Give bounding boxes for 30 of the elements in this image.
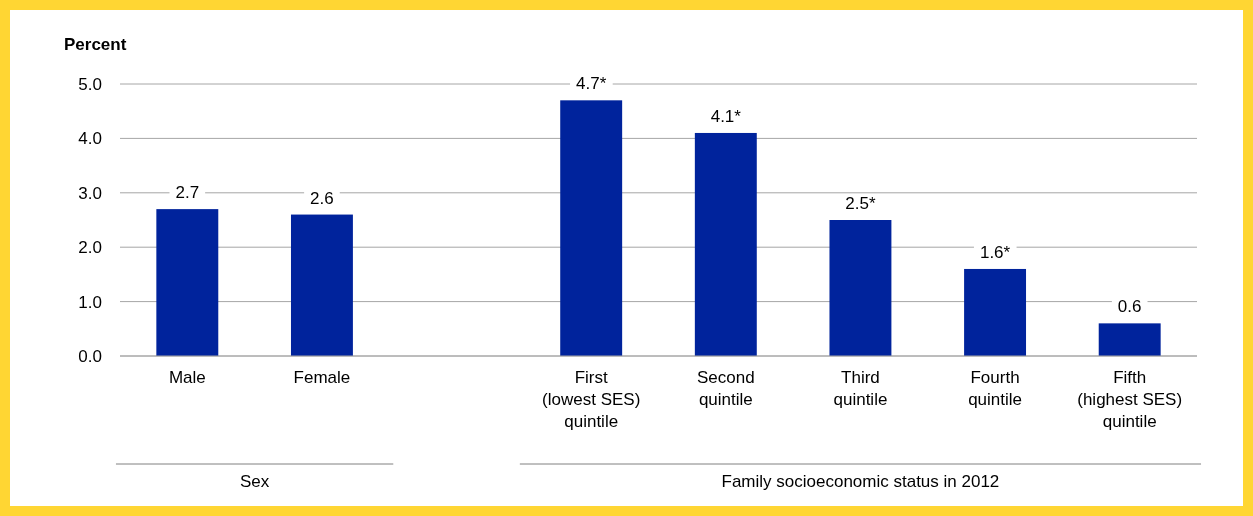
y-tick-label: 4.0: [78, 129, 102, 149]
y-tick-label: 0.0: [78, 346, 102, 366]
y-tick-label: 3.0: [78, 183, 102, 203]
bar: [964, 268, 1027, 356]
x-tick-label: First (lowest SES) quintile: [542, 368, 641, 431]
bar: [156, 209, 219, 356]
data-label: 2.7: [175, 183, 200, 203]
bar: [1098, 323, 1161, 356]
y-axis-title: Percent: [64, 35, 127, 54]
bar: [694, 132, 757, 356]
bar: [560, 100, 623, 356]
x-tick-label: Male: [168, 368, 206, 387]
data-label: 1.6*: [979, 242, 1011, 262]
bar: [829, 220, 892, 356]
data-label: 4.7*: [576, 74, 607, 94]
bar: [290, 214, 353, 356]
y-tick-label: 5.0: [78, 74, 102, 94]
text: Family socioeconomic status in 2012: [721, 472, 1000, 491]
x-tick-label: Second quintile: [696, 368, 755, 409]
x-tick-label: Fifth (highest SES) quintile: [1077, 368, 1183, 431]
x-tick-label: Third quintile: [833, 368, 888, 409]
text: Sex: [239, 472, 270, 491]
data-label: 0.6: [1117, 297, 1142, 317]
data-label: 2.6: [310, 188, 334, 208]
data-label: 2.5*: [845, 194, 876, 213]
x-tick-label: Fourth quintile: [968, 368, 1022, 409]
y-tick-label: 2.0: [78, 238, 102, 258]
data-label: 4.1*: [710, 106, 742, 126]
x-tick-label: Female: [293, 368, 351, 387]
y-tick-label: 1.0: [78, 292, 102, 312]
